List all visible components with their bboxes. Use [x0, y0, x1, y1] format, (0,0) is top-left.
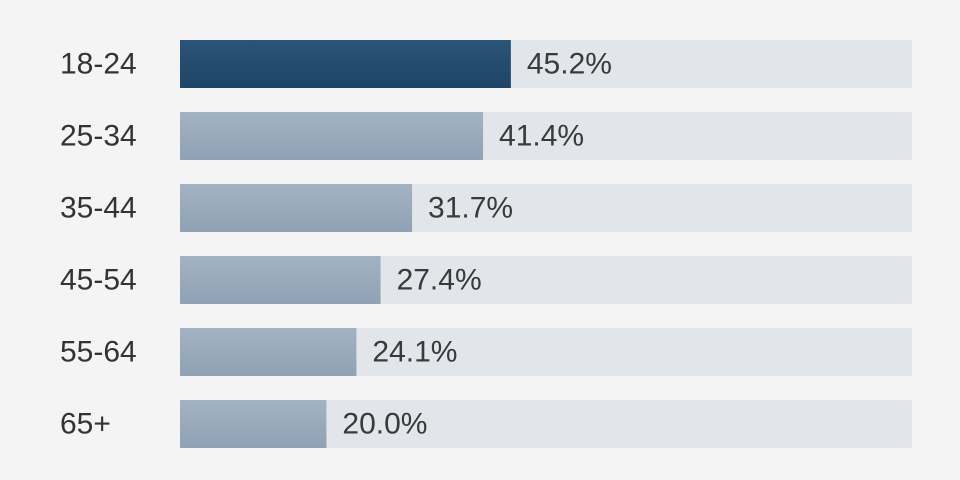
category-label: 25-34 [60, 120, 137, 153]
value-label: 24.1% [372, 336, 457, 369]
value-label: 31.7% [428, 192, 513, 225]
bar [180, 400, 327, 448]
bar-row: 35-44 31.7% [60, 184, 912, 232]
bar-row: 18-24 45.2% [60, 40, 912, 88]
value-label: 41.4% [499, 120, 584, 153]
bar [180, 112, 484, 160]
chart-rows: 18-24 45.2% 25-34 41.4% 35-44 31.7% 45-54 27.4%… [60, 40, 912, 448]
bar [180, 256, 381, 304]
highlighted-bar [180, 40, 511, 88]
bar-row: 55-64 24.1% [60, 328, 912, 376]
value-label: 45.2% [527, 48, 612, 81]
bar [180, 184, 413, 232]
category-label: 65+ [60, 408, 111, 441]
category-label: 45-54 [60, 264, 137, 297]
bar-row: 65+ 20.0% [60, 400, 912, 448]
category-label: 18-24 [60, 48, 137, 81]
category-label: 35-44 [60, 192, 137, 225]
bar-row: 25-34 41.4% [60, 112, 912, 160]
value-label: 20.0% [342, 408, 427, 441]
category-label: 55-64 [60, 336, 137, 369]
value-label: 27.4% [397, 264, 482, 297]
bar-row: 45-54 27.4% [60, 256, 912, 304]
bar [180, 328, 357, 376]
